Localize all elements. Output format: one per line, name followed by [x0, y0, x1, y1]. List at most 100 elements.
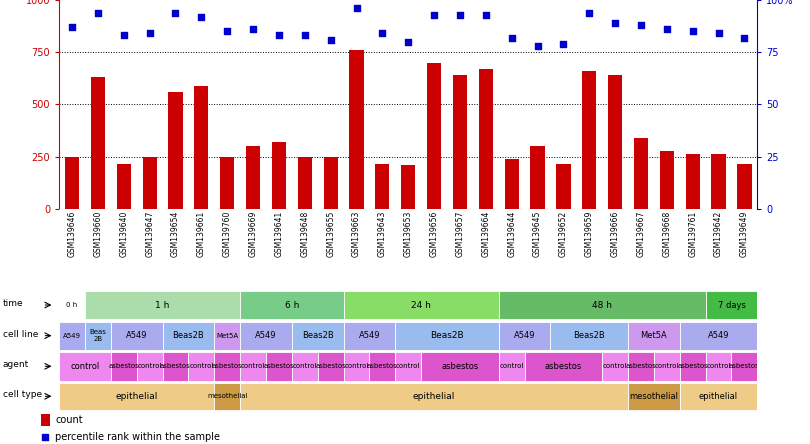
Point — [350, 5, 363, 12]
Text: 1 h: 1 h — [156, 301, 170, 309]
Text: control: control — [292, 363, 317, 369]
Bar — [59, 383, 215, 409]
Text: control: control — [344, 363, 369, 369]
Text: time: time — [3, 299, 23, 308]
Text: A549: A549 — [255, 331, 277, 340]
Bar — [85, 291, 240, 319]
Bar — [602, 352, 628, 381]
Point — [117, 32, 130, 39]
Bar — [427, 63, 441, 209]
Bar — [215, 383, 240, 409]
Text: agent: agent — [3, 360, 29, 369]
Bar — [608, 75, 622, 209]
Text: GSM139668: GSM139668 — [663, 211, 671, 258]
Point — [634, 21, 647, 28]
Point — [324, 36, 337, 43]
Text: GSM139642: GSM139642 — [714, 211, 723, 258]
Point — [660, 26, 673, 33]
Bar — [343, 291, 499, 319]
Text: GSM139646: GSM139646 — [67, 211, 77, 258]
Text: control: control — [138, 363, 162, 369]
Bar — [654, 352, 680, 381]
Point — [298, 32, 311, 39]
Text: epithelial: epithelial — [116, 392, 158, 401]
Text: control: control — [706, 363, 731, 369]
Text: control: control — [241, 363, 265, 369]
Point — [505, 34, 518, 41]
Text: A549: A549 — [63, 333, 81, 339]
Bar — [349, 50, 364, 209]
Text: GSM139654: GSM139654 — [171, 211, 180, 258]
Text: asbestos: asbestos — [625, 363, 656, 369]
Bar — [59, 352, 111, 381]
Text: control: control — [190, 363, 214, 369]
Text: Met5A: Met5A — [216, 333, 238, 339]
Text: mesothelial: mesothelial — [207, 393, 248, 399]
Text: GSM139649: GSM139649 — [740, 211, 749, 258]
Text: A549: A549 — [126, 331, 147, 340]
Text: GSM139644: GSM139644 — [507, 211, 516, 258]
Bar — [343, 322, 395, 349]
Text: asbestos: asbestos — [729, 363, 760, 369]
Point — [582, 9, 595, 16]
Bar — [292, 352, 318, 381]
Bar — [582, 71, 596, 209]
Bar — [395, 352, 421, 381]
Text: A549: A549 — [359, 331, 380, 340]
Text: count: count — [55, 415, 83, 425]
Text: A549: A549 — [708, 331, 729, 340]
Bar — [163, 352, 189, 381]
Text: control: control — [396, 363, 420, 369]
Bar — [634, 138, 648, 209]
Text: GSM139659: GSM139659 — [585, 211, 594, 258]
Text: GSM139661: GSM139661 — [197, 211, 206, 258]
Text: asbestos: asbestos — [160, 363, 191, 369]
Bar — [711, 155, 726, 209]
Bar — [395, 322, 499, 349]
Text: GSM139645: GSM139645 — [533, 211, 542, 258]
Text: GSM139760: GSM139760 — [223, 211, 232, 258]
Text: 24 h: 24 h — [411, 301, 431, 309]
Bar — [246, 146, 260, 209]
Bar — [421, 352, 499, 381]
Bar — [168, 92, 182, 209]
Point — [686, 28, 699, 35]
Bar — [628, 383, 680, 409]
Bar — [375, 164, 390, 209]
Text: GSM139663: GSM139663 — [352, 211, 361, 258]
Text: GSM139653: GSM139653 — [403, 211, 413, 258]
Text: asbestos: asbestos — [545, 362, 582, 371]
Bar — [628, 322, 680, 349]
Text: GSM139643: GSM139643 — [378, 211, 387, 258]
Text: asbestos: asbestos — [367, 363, 398, 369]
Text: 0 h: 0 h — [66, 302, 78, 308]
Text: epithelial: epithelial — [699, 392, 738, 401]
Bar — [85, 322, 111, 349]
Point — [376, 30, 389, 37]
Bar — [40, 414, 50, 426]
Text: GSM139660: GSM139660 — [93, 211, 102, 258]
Text: asbestos: asbestos — [441, 362, 479, 371]
Bar — [479, 69, 493, 209]
Point — [428, 11, 441, 18]
Text: GSM139669: GSM139669 — [249, 211, 258, 258]
Point — [39, 433, 52, 440]
Bar — [91, 77, 105, 209]
Bar — [143, 157, 157, 209]
Text: GSM139656: GSM139656 — [429, 211, 438, 258]
Bar — [731, 352, 757, 381]
Bar — [401, 165, 416, 209]
Text: Beas2B: Beas2B — [573, 331, 605, 340]
Point — [531, 42, 544, 49]
Text: asbestos: asbestos — [212, 363, 243, 369]
Bar — [505, 159, 518, 209]
Text: control: control — [500, 363, 524, 369]
Bar — [628, 352, 654, 381]
Bar — [189, 352, 215, 381]
Text: GSM139657: GSM139657 — [455, 211, 464, 258]
Point — [454, 11, 467, 18]
Bar — [194, 86, 208, 209]
Point — [738, 34, 751, 41]
Text: asbestos: asbestos — [109, 363, 139, 369]
Bar — [706, 352, 731, 381]
